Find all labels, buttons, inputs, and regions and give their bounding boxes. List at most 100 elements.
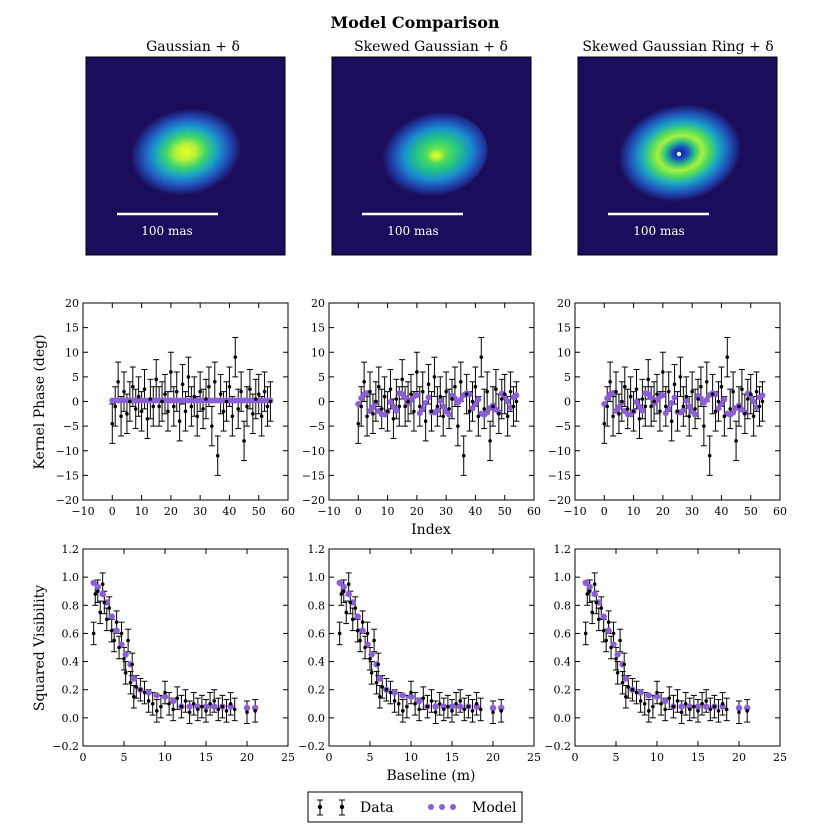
kernel-phase-plot-3: −10 0 10 20 30 40 50 60 −20 −15 −10 −5 0 5 10 15 20 (548, 297, 787, 518)
data-point (479, 355, 484, 359)
model-point (130, 675, 138, 682)
x-tick-label: 15 (445, 751, 459, 764)
y-tick-label: 1.2 (62, 543, 80, 556)
data-point (116, 380, 120, 384)
y-tick-label: 5 (72, 371, 79, 384)
x-tick-label: 20 (164, 505, 178, 518)
data-point (655, 392, 659, 396)
data-point (474, 701, 479, 706)
data-point (102, 600, 107, 605)
data-point (684, 394, 689, 399)
model-point (113, 627, 120, 634)
model-point (645, 692, 652, 699)
data-point (403, 404, 407, 409)
data-point (412, 409, 416, 414)
axes-frame (574, 548, 781, 747)
data-point (401, 709, 405, 713)
data-point (253, 397, 258, 401)
data-point (712, 704, 717, 709)
y-tick-label: 0.6 (62, 627, 80, 640)
data-point (696, 709, 700, 713)
data-point (215, 453, 220, 458)
data-point (259, 414, 264, 419)
data-point (220, 704, 225, 709)
data-point (675, 699, 680, 703)
model-point (336, 579, 343, 586)
data-point (91, 631, 96, 636)
data-point (353, 606, 358, 610)
model-point (678, 703, 685, 710)
data-point (707, 453, 712, 458)
data-point (174, 389, 179, 394)
data-point (148, 397, 153, 401)
data-point (265, 404, 270, 409)
data-point (450, 709, 454, 713)
data-point (371, 412, 375, 416)
data-point (150, 701, 155, 706)
data-point (743, 412, 747, 416)
data-point (248, 387, 252, 391)
data-point (382, 394, 387, 399)
data-point (204, 709, 208, 713)
y-tick-label: 10 (65, 346, 79, 359)
data-point (134, 685, 139, 689)
data-point (179, 704, 184, 709)
data-point (625, 407, 630, 411)
data-point (112, 638, 116, 643)
data-point (441, 414, 446, 419)
data-point (337, 631, 342, 636)
data-point (136, 394, 141, 399)
data-point (617, 412, 621, 416)
data-point (126, 638, 130, 643)
data-point (119, 414, 123, 419)
data-point (423, 419, 428, 424)
y-tick-label: 0.8 (554, 599, 572, 612)
model-point (145, 689, 152, 696)
data-point (175, 696, 180, 700)
data-point (256, 392, 261, 396)
y-tick-label: 15 (65, 322, 79, 335)
model-point (489, 704, 497, 712)
data-point (262, 389, 267, 394)
model-point (243, 704, 251, 712)
model-point (446, 411, 453, 418)
legend: Data Model (307, 791, 523, 823)
data-point (154, 377, 159, 382)
data-point (208, 701, 212, 706)
data-point (142, 387, 147, 391)
data-point (499, 397, 504, 401)
data-point (609, 645, 613, 650)
data-point (130, 384, 135, 389)
x-tick-label: 50 (744, 505, 758, 518)
data-point (160, 399, 164, 404)
data-point (358, 638, 362, 643)
data-point (688, 707, 692, 712)
data-point (466, 704, 471, 709)
data-point (713, 409, 718, 414)
model-point (759, 392, 766, 399)
x-tick-label: −10 (317, 505, 340, 518)
model-point (730, 409, 737, 416)
y-tick-label: 15 (557, 322, 571, 335)
data-point (186, 375, 191, 379)
x-tick-label: 0 (326, 751, 333, 764)
data-point (624, 694, 628, 699)
data-point (478, 707, 483, 712)
data-point (719, 384, 724, 389)
data-point (702, 424, 706, 428)
x-tick-label: −10 (71, 505, 94, 518)
data-point (128, 680, 133, 685)
model-point (211, 703, 218, 710)
y-tick-label: 0.2 (308, 684, 326, 697)
y-tick-label: 0.6 (554, 627, 572, 640)
data-point (145, 416, 150, 421)
point-source (676, 151, 682, 157)
model-point (668, 400, 675, 407)
model-point (605, 627, 612, 634)
data-point (195, 414, 200, 419)
data-point (659, 701, 663, 706)
data-point (339, 592, 344, 596)
data-point (183, 409, 188, 414)
data-point (224, 399, 229, 404)
data-point (417, 707, 422, 712)
